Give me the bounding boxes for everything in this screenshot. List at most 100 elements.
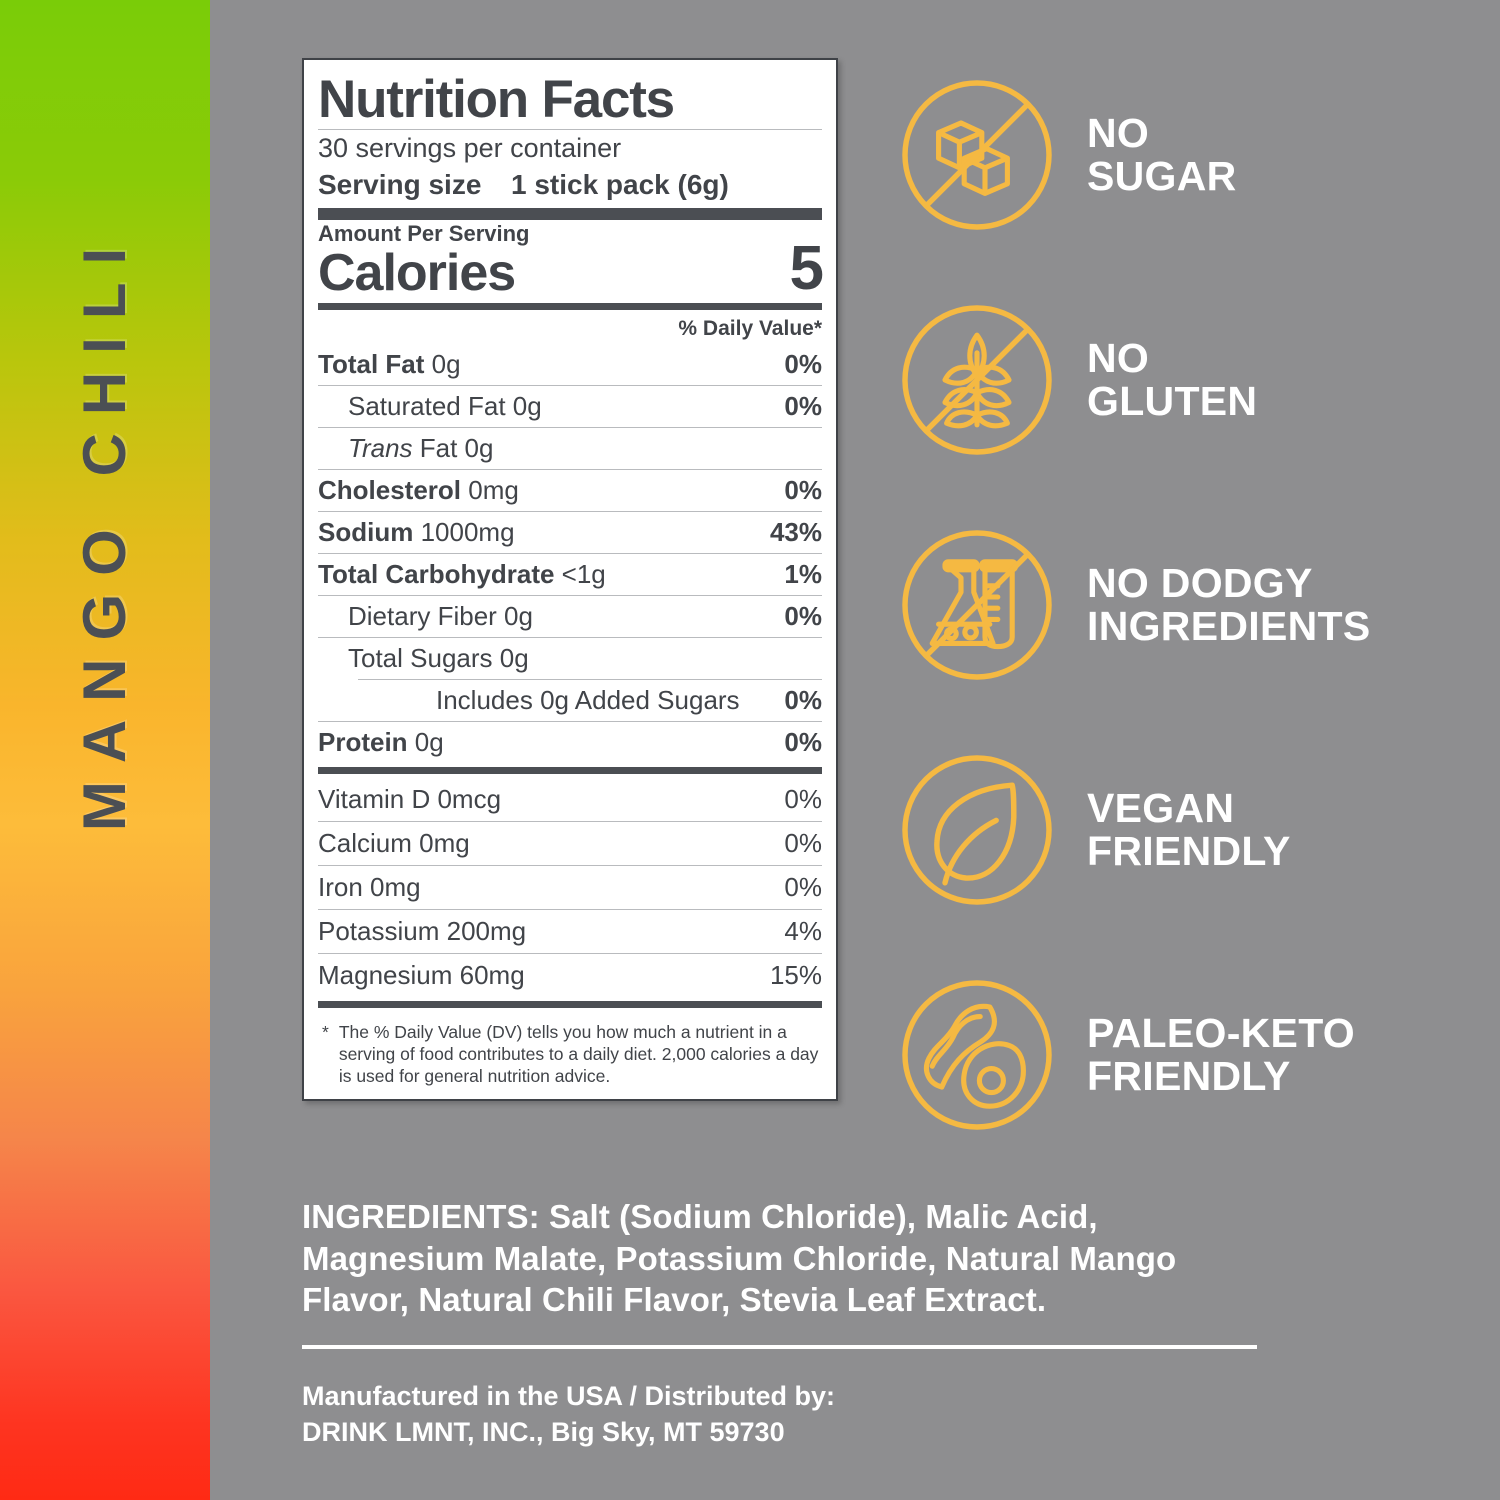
ingredients-list: Salt (Sodium Chloride), Malic Acid, Magn… <box>302 1198 1177 1319</box>
nutrient-daily-value: 1% <box>784 559 822 590</box>
micronutrient-name: Iron 0mg <box>318 872 421 903</box>
flavor-color-stripe <box>0 0 210 1500</box>
feature-badge: NO GLUTEN <box>897 285 1477 475</box>
feature-badge-label: PALEO-KETO FRIENDLY <box>1087 1009 1355 1099</box>
micronutrient-top-divider <box>318 767 822 775</box>
micronutrient-bottom-divider <box>318 1001 822 1009</box>
bacon-steak-icon <box>897 975 1057 1135</box>
feature-badge-line-2: FRIENDLY <box>1087 1053 1291 1099</box>
feature-badge-line-2: INGREDIENTS <box>1087 603 1371 649</box>
feature-badge-line-1: NO <box>1087 334 1150 381</box>
micronutrient-row: Calcium 0mg 0% <box>318 821 822 865</box>
servings-per-container: 30 servings per container <box>318 133 622 164</box>
amount-per-serving-label: Amount Per Serving <box>318 221 530 247</box>
micronutrient-row: Vitamin D 0mcg 0% <box>318 778 822 821</box>
micronutrient-rows: Vitamin D 0mcg 0% Calcium 0mg 0% Iron 0mg 0% P… <box>318 778 822 997</box>
nutrient-row: Protein 0g 0% <box>318 721 822 763</box>
calories-value: 5 <box>789 234 825 304</box>
nutrient-name: Total Fat 0g <box>318 349 461 380</box>
nutrition-facts-panel: Nutrition Facts 30 servings per containe… <box>302 58 838 1102</box>
nutrient-row: Includes 0g Added Sugars 0% <box>358 679 822 721</box>
no-sugar-icon <box>897 75 1057 235</box>
feature-badge: NO DODGY INGREDIENTS <box>897 510 1477 700</box>
flavor-name: MANGO CHILI <box>71 229 139 831</box>
micronutrient-name: Magnesium 60mg <box>318 960 525 991</box>
nutrient-daily-value: 0% <box>784 685 822 716</box>
serving-size-divider <box>318 208 822 221</box>
nutrient-name: Total Carbohydrate <1g <box>318 559 606 590</box>
nutrient-name: Protein 0g <box>318 727 444 758</box>
nutrient-name: Includes 0g Added Sugars <box>436 685 740 716</box>
nutrient-name: Saturated Fat 0g <box>348 391 542 422</box>
feature-badge-line-1: VEGAN <box>1087 784 1235 831</box>
feature-badge-line-2: FRIENDLY <box>1087 828 1291 874</box>
serving-size-row: Serving size 1 stick pack (6g) <box>318 167 822 203</box>
micronutrient-name: Potassium 200mg <box>318 916 527 947</box>
nutrient-name: Dietary Fiber 0g <box>348 601 533 632</box>
feature-badge: PALEO-KETO FRIENDLY <box>897 960 1477 1150</box>
manufacturer-line-1: Manufactured in the USA / Distributed by… <box>302 1381 836 1411</box>
feature-badge-line-1: NO <box>1087 109 1150 156</box>
feature-badge-list: NO SUGAR NO GLUTEN NO DODGY INGREDIENTS VEGAN F… <box>897 60 1477 1185</box>
calories-label: Calories <box>318 244 516 303</box>
nutrient-daily-value: 0% <box>784 391 822 422</box>
micronutrient-row: Potassium 200mg 4% <box>318 909 822 953</box>
manufacturer-info: Manufactured in the USA / Distributed by… <box>302 1378 1202 1451</box>
nutrient-name: Cholesterol 0mg <box>318 475 519 506</box>
feature-badge-label: VEGAN FRIENDLY <box>1087 784 1291 874</box>
serving-size-value: 1 stick pack (6g) <box>510 168 729 200</box>
no-dodgy-ingredients-icon <box>897 525 1057 685</box>
micronutrient-daily-value: 0% <box>784 784 822 815</box>
ingredients-text: INGREDIENTS: Salt (Sodium Chloride), Mal… <box>302 1196 1242 1321</box>
feature-badge: NO SUGAR <box>897 60 1477 250</box>
nutrient-row: Total Fat 0g 0% <box>318 344 822 385</box>
feature-badge-line-1: PALEO-KETO <box>1087 1009 1355 1056</box>
title-divider <box>318 129 822 131</box>
nutrient-daily-value: 0% <box>784 601 822 632</box>
daily-value-header: % Daily Value* <box>678 317 822 341</box>
leaf-icon <box>897 750 1057 910</box>
nutrient-row: Total Carbohydrate <1g 1% <box>318 553 822 595</box>
daily-value-footnote: * The % Daily Value (DV) tells you how m… <box>318 1012 822 1091</box>
micronutrient-daily-value: 0% <box>784 872 822 903</box>
no-gluten-icon <box>897 300 1057 460</box>
feature-badge-label: NO GLUTEN <box>1087 334 1258 424</box>
nutrition-facts-title: Nutrition Facts <box>318 70 675 129</box>
nutrient-name: Trans Fat 0g <box>348 433 494 464</box>
feature-badge-label: NO SUGAR <box>1087 109 1237 199</box>
nutrient-row: Sodium 1000mg 43% <box>318 511 822 553</box>
nutrient-daily-value: 43% <box>769 517 822 548</box>
serving-size-label: Serving size <box>318 168 482 200</box>
nutrient-name: Sodium 1000mg <box>318 517 515 548</box>
ingredients-label: INGREDIENTS: <box>302 1198 540 1235</box>
micronutrient-row: Magnesium 60mg 15% <box>318 953 822 997</box>
nutrient-row: Saturated Fat 0g 0% <box>318 385 822 427</box>
feature-badge-line-2: GLUTEN <box>1087 378 1258 424</box>
micronutrient-row: Iron 0mg 0% <box>318 865 822 909</box>
nutrient-daily-value: 0% <box>784 727 822 758</box>
feature-badge-line-2: SUGAR <box>1087 153 1237 199</box>
nutrient-row: Total Sugars 0g <box>318 637 822 679</box>
nutrient-row: Cholesterol 0mg 0% <box>318 469 822 511</box>
nutrient-row: Dietary Fiber 0g 0% <box>318 595 822 637</box>
nutrient-daily-value: 0% <box>784 475 822 506</box>
feature-badge-line-1: NO DODGY <box>1087 559 1313 606</box>
nutrient-name: Total Sugars 0g <box>348 643 529 674</box>
micronutrient-daily-value: 4% <box>784 916 822 947</box>
feature-badge-label: NO DODGY INGREDIENTS <box>1087 559 1371 649</box>
micronutrient-name: Calcium 0mg <box>318 828 470 859</box>
footnote-star: * <box>322 1022 329 1043</box>
footer-divider <box>302 1345 1257 1349</box>
feature-badge: VEGAN FRIENDLY <box>897 735 1477 925</box>
manufacturer-line-2: DRINK LMNT, INC., Big Sky, MT 59730 <box>302 1417 785 1448</box>
nutrient-daily-value: 0% <box>784 349 822 380</box>
calories-divider <box>318 303 822 311</box>
micronutrient-daily-value: 15% <box>769 960 822 991</box>
nutrient-rows: Total Fat 0g 0% Saturated Fat 0g 0% Trans Fa… <box>318 344 822 763</box>
nutrient-row: Trans Fat 0g <box>318 427 822 469</box>
flavor-name-container: MANGO CHILI <box>0 0 210 1060</box>
footnote-text: The % Daily Value (DV) tells you how muc… <box>338 1022 819 1087</box>
micronutrient-name: Vitamin D 0mcg <box>318 784 502 815</box>
calories-block: Amount Per Serving Calories 5 <box>318 220 825 304</box>
micronutrient-daily-value: 0% <box>784 828 822 859</box>
